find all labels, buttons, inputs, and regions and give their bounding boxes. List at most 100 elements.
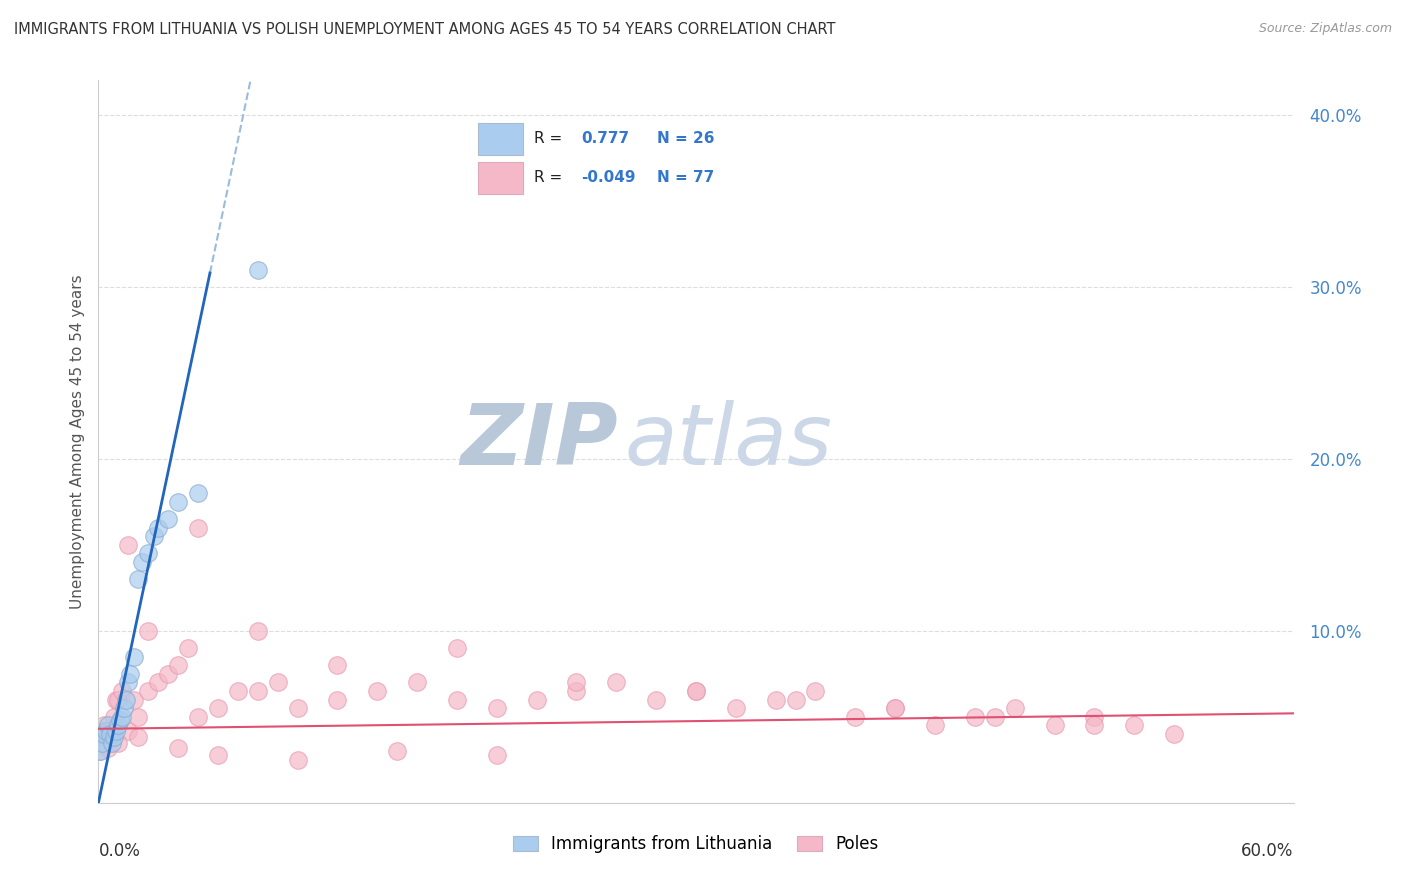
Point: [97, 723, 120, 738]
Point: [131, 555, 153, 569]
Point: [89, 744, 111, 758]
Text: 0.0%: 0.0%: [98, 842, 141, 860]
Point: [96, 727, 118, 741]
Point: [124, 649, 146, 664]
Point: [385, 744, 409, 758]
Point: [89, 744, 111, 758]
Point: [565, 684, 588, 698]
Point: [446, 692, 468, 706]
Point: [366, 684, 388, 698]
Point: [685, 684, 707, 698]
Point: [111, 684, 134, 698]
Point: [187, 710, 209, 724]
Point: [91, 735, 114, 749]
Point: [91, 727, 114, 741]
Point: [148, 675, 170, 690]
Point: [103, 710, 125, 724]
Point: [287, 753, 309, 767]
Text: atlas: atlas: [624, 400, 832, 483]
Point: [246, 262, 269, 277]
Point: [112, 701, 135, 715]
Point: [207, 747, 229, 762]
Point: [96, 723, 118, 738]
Point: [177, 640, 200, 655]
Point: [157, 666, 180, 681]
Point: [267, 675, 290, 690]
Point: [111, 710, 134, 724]
Point: [485, 747, 508, 762]
Point: [167, 740, 190, 755]
Text: Source: ZipAtlas.com: Source: ZipAtlas.com: [1258, 22, 1392, 36]
Point: [93, 731, 115, 745]
Point: [884, 701, 907, 715]
Point: [91, 735, 114, 749]
Point: [1083, 718, 1105, 732]
Text: ZIP: ZIP: [461, 400, 619, 483]
Point: [326, 658, 349, 673]
Point: [105, 692, 128, 706]
Point: [1123, 718, 1146, 732]
Point: [446, 640, 468, 655]
Point: [984, 710, 1007, 724]
Point: [93, 718, 115, 732]
Point: [1083, 710, 1105, 724]
Point: [157, 512, 180, 526]
Point: [117, 538, 139, 552]
Point: [1043, 718, 1066, 732]
Point: [143, 529, 166, 543]
Point: [96, 723, 118, 738]
Point: [246, 684, 269, 698]
Point: [124, 692, 146, 706]
Point: [136, 546, 159, 560]
Point: [187, 486, 209, 500]
Point: [884, 701, 907, 715]
Point: [167, 658, 190, 673]
Point: [97, 731, 120, 745]
Point: [117, 723, 139, 738]
Point: [246, 624, 269, 638]
Point: [136, 624, 159, 638]
Point: [724, 701, 747, 715]
Point: [120, 666, 142, 681]
Point: [110, 713, 132, 727]
Point: [565, 675, 588, 690]
Point: [89, 731, 111, 745]
Point: [226, 684, 249, 698]
Point: [785, 692, 807, 706]
Point: [1163, 727, 1185, 741]
Point: [89, 727, 111, 741]
Point: [765, 692, 787, 706]
Point: [167, 494, 190, 508]
Point: [187, 520, 209, 534]
Point: [101, 731, 124, 745]
Point: [148, 520, 170, 534]
Y-axis label: Unemployment Among Ages 45 to 54 years: Unemployment Among Ages 45 to 54 years: [69, 274, 84, 609]
Point: [103, 731, 125, 745]
Point: [963, 710, 986, 724]
Point: [115, 692, 138, 706]
Point: [91, 723, 114, 738]
Point: [605, 675, 627, 690]
Point: [685, 684, 707, 698]
Point: [406, 675, 429, 690]
Point: [645, 692, 668, 706]
Point: [101, 735, 124, 749]
Point: [97, 740, 120, 755]
Legend: Immigrants from Lithuania, Poles: Immigrants from Lithuania, Poles: [506, 828, 886, 860]
Point: [101, 727, 124, 741]
Point: [136, 684, 159, 698]
Point: [326, 692, 349, 706]
Point: [107, 735, 129, 749]
Text: 60.0%: 60.0%: [1241, 842, 1294, 860]
Point: [526, 692, 548, 706]
Point: [1004, 701, 1026, 715]
Point: [105, 723, 128, 738]
Point: [98, 727, 122, 741]
Point: [107, 692, 129, 706]
Point: [207, 701, 229, 715]
Point: [804, 684, 827, 698]
Point: [485, 701, 508, 715]
Point: [97, 718, 120, 732]
Point: [107, 718, 129, 732]
Point: [98, 727, 122, 741]
